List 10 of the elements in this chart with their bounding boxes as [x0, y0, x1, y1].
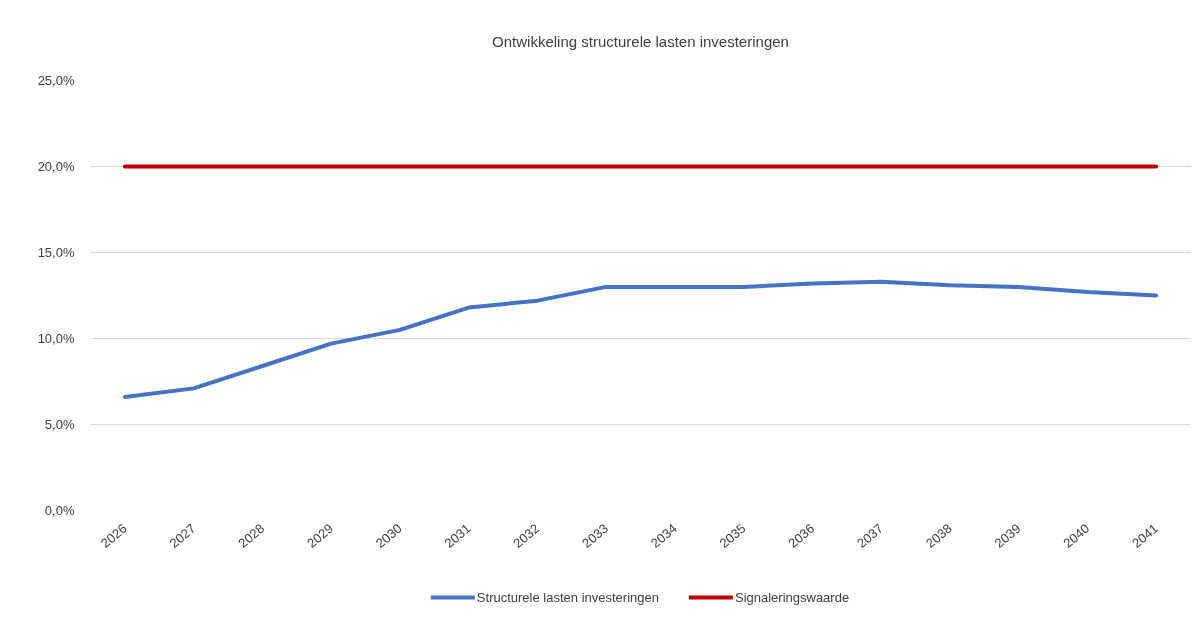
y-tick-label: 20,0%: [37, 159, 75, 174]
y-tick-label: 10,0%: [37, 331, 75, 346]
chart-title: Ontwikkeling structurele lasten investeringen: [492, 33, 789, 50]
legend-label: Signaleringswaarde: [734, 589, 850, 605]
y-tick-label: 25,0%: [37, 73, 75, 88]
legend-label: Structurele lasten investeringen: [476, 589, 659, 605]
line-series: [122, 279, 1159, 399]
y-tick-label: 5,0%: [44, 417, 75, 432]
y-tick-label: 15,0%: [37, 245, 75, 260]
y-tick-label: 0,0%: [44, 503, 75, 518]
